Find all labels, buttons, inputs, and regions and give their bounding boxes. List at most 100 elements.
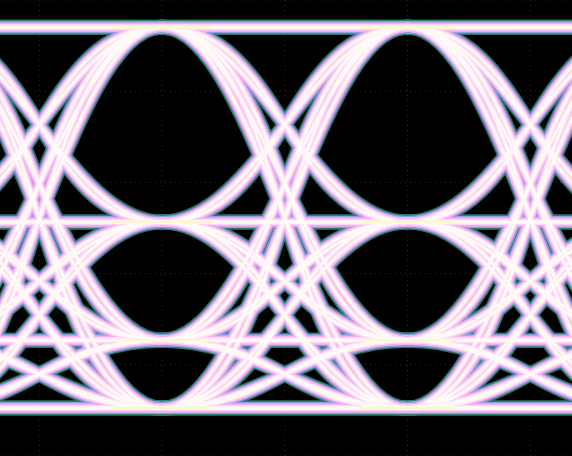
trace xyxy=(0,27,162,408)
trace xyxy=(0,222,162,340)
level-core xyxy=(358,221,456,224)
trace xyxy=(162,27,407,222)
trace xyxy=(0,27,162,408)
trace xyxy=(0,27,162,408)
trace xyxy=(162,222,407,408)
trace xyxy=(162,222,407,408)
trace xyxy=(408,27,572,340)
level-core xyxy=(358,339,456,342)
trace-layer xyxy=(0,27,572,408)
trace xyxy=(162,27,407,408)
level-core xyxy=(358,26,456,29)
trace xyxy=(162,27,407,408)
trace xyxy=(0,27,162,408)
trace xyxy=(408,27,572,340)
level-cores xyxy=(113,27,572,408)
level-core xyxy=(113,407,211,410)
trace xyxy=(0,27,162,408)
trace xyxy=(408,340,572,408)
trace xyxy=(162,27,407,340)
trace xyxy=(162,27,407,408)
level-core xyxy=(358,407,456,410)
trace xyxy=(408,27,572,408)
trace xyxy=(408,27,572,408)
trace xyxy=(162,27,407,408)
trace xyxy=(162,222,407,408)
trace xyxy=(408,222,572,408)
grid-line xyxy=(0,0,572,1)
trace xyxy=(408,27,572,408)
trace xyxy=(162,27,407,408)
trace xyxy=(162,27,407,408)
trace xyxy=(162,27,407,340)
trace xyxy=(162,222,407,408)
trace xyxy=(162,27,407,340)
trace xyxy=(408,222,572,340)
trace xyxy=(162,27,407,408)
trace xyxy=(162,27,407,340)
trace xyxy=(408,27,572,408)
trace xyxy=(162,222,407,408)
trace xyxy=(162,27,407,340)
trace xyxy=(408,27,572,408)
trace xyxy=(0,27,162,408)
trace xyxy=(408,222,572,408)
trace xyxy=(408,27,572,408)
trace xyxy=(162,222,407,408)
trace xyxy=(162,27,407,408)
trace xyxy=(0,27,162,408)
trace xyxy=(408,222,572,408)
trace xyxy=(162,222,407,408)
trace xyxy=(0,27,162,408)
trace xyxy=(162,27,407,222)
trace xyxy=(162,27,407,222)
trace xyxy=(162,27,407,408)
trace xyxy=(0,27,162,408)
trace xyxy=(162,222,407,408)
trace xyxy=(162,27,407,340)
trace xyxy=(162,27,407,340)
trace xyxy=(0,27,162,222)
trace xyxy=(408,222,572,408)
trace xyxy=(408,27,572,408)
trace xyxy=(0,222,162,340)
trace xyxy=(408,27,572,340)
level-core xyxy=(113,26,211,29)
trace xyxy=(0,27,162,222)
trace xyxy=(0,27,162,408)
trace xyxy=(408,222,572,340)
trace xyxy=(0,27,162,408)
trace xyxy=(408,222,572,408)
trace xyxy=(408,27,572,408)
trace xyxy=(0,27,162,222)
trace xyxy=(162,27,407,340)
trace xyxy=(0,27,162,222)
trace xyxy=(162,27,407,222)
trace xyxy=(162,27,407,340)
trace xyxy=(408,27,572,340)
trace xyxy=(0,27,162,340)
trace xyxy=(408,27,572,408)
trace xyxy=(408,222,572,340)
trace xyxy=(162,27,407,408)
trace xyxy=(408,27,572,408)
trace xyxy=(0,27,162,222)
trace xyxy=(0,27,162,408)
trace xyxy=(0,27,162,408)
trace xyxy=(408,27,572,340)
trace xyxy=(408,222,572,408)
trace xyxy=(162,27,407,222)
trace xyxy=(162,27,407,222)
trace xyxy=(162,27,407,340)
trace xyxy=(408,27,572,408)
trace xyxy=(408,27,572,222)
trace xyxy=(408,27,572,408)
trace-layer xyxy=(0,27,572,408)
trace xyxy=(162,27,407,222)
trace xyxy=(162,27,407,408)
trace xyxy=(162,222,407,408)
trace xyxy=(162,27,407,340)
trace xyxy=(0,27,162,222)
trace xyxy=(162,27,407,222)
trace-layer xyxy=(0,27,572,408)
